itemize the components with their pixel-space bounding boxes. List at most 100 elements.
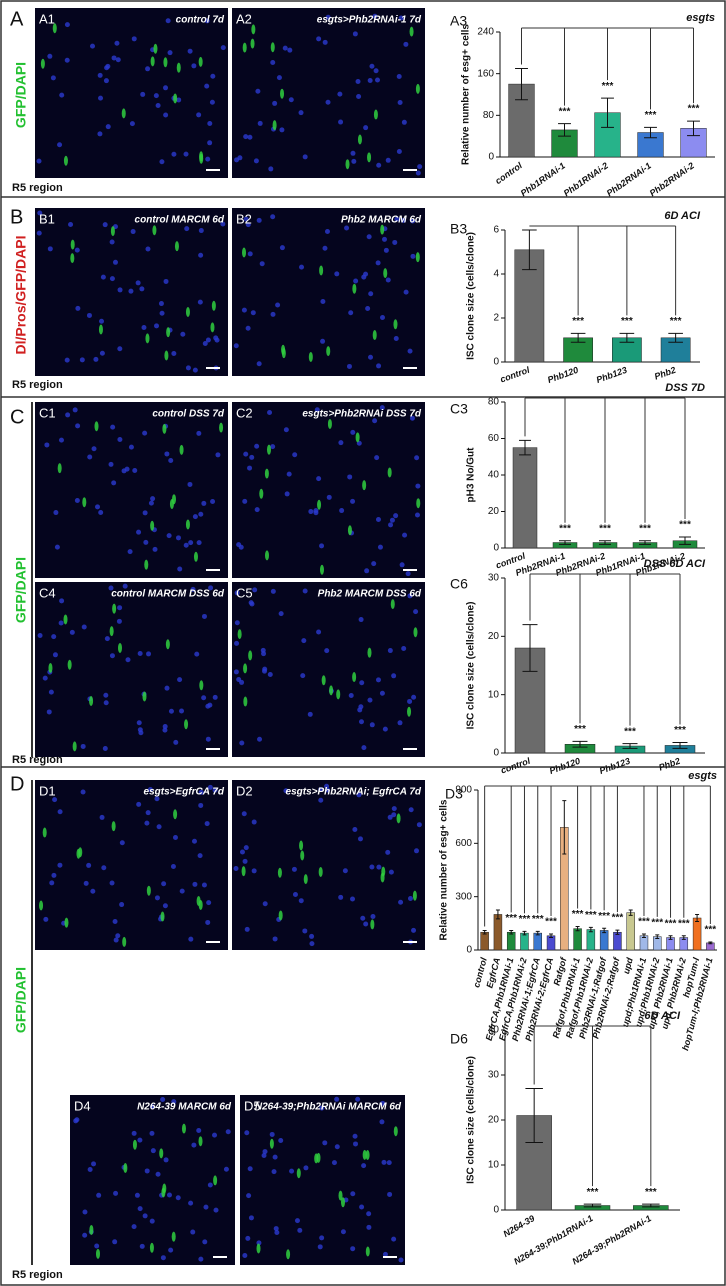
nucleus (111, 480, 117, 486)
nucleus (366, 1211, 372, 1217)
nucleus (184, 226, 190, 232)
nucleus (187, 481, 193, 487)
nucleus (408, 807, 414, 813)
chart-label: B3 (450, 221, 467, 237)
nucleus (94, 1243, 100, 1249)
nucleus (365, 306, 371, 312)
nucleus (358, 617, 364, 623)
nucleus (150, 496, 156, 502)
nucleus (213, 1207, 219, 1213)
gfp-cell (72, 741, 77, 752)
nucleus (267, 410, 273, 416)
image-label: B2 (236, 211, 252, 226)
nucleus (105, 124, 111, 130)
panel-letter: D (10, 773, 24, 795)
gfp-cell (416, 498, 421, 509)
gfp-cell (89, 1224, 94, 1235)
nucleus (202, 1239, 208, 1245)
nucleus (361, 1163, 367, 1169)
nucleus (127, 549, 133, 555)
error-bar (622, 743, 638, 749)
y-tick-label: 160 (477, 68, 494, 79)
y-tick-label: 4 (493, 269, 499, 280)
nucleus (163, 112, 169, 118)
nucleus (173, 739, 179, 745)
nucleus (140, 91, 146, 97)
nucleus (198, 1256, 204, 1262)
nucleus (162, 903, 168, 909)
gfp-cell (269, 1138, 274, 1149)
significance: *** (624, 726, 636, 737)
nucleus (190, 586, 196, 592)
gfp-cell (367, 647, 372, 658)
gfp-cell (198, 56, 203, 67)
significance: *** (705, 925, 717, 936)
nucleus (352, 31, 358, 37)
significance: *** (602, 81, 614, 92)
y-tick-label: 10 (488, 1160, 500, 1171)
nucleus (124, 466, 130, 472)
nucleus (242, 1252, 248, 1258)
nucleus (141, 324, 147, 330)
significance: *** (651, 918, 663, 929)
image-caption: control MARCM DSS 6d (111, 589, 225, 600)
nucleus (243, 845, 249, 851)
gfp-cell (316, 1152, 321, 1163)
gfp-cell (219, 422, 224, 433)
gfp-cell (42, 827, 47, 838)
nucleus (380, 1100, 386, 1106)
nucleus (245, 222, 251, 228)
gfp-cell (199, 680, 204, 691)
nucleus (244, 1130, 250, 1136)
gfp-cell (393, 1126, 398, 1137)
chart-title: esgts (686, 12, 715, 24)
gfp-cell (380, 224, 385, 235)
y-tick-label: 30 (488, 1070, 500, 1081)
region-label: R5 region (12, 379, 63, 391)
nucleus (51, 872, 57, 878)
y-tick-label: 10 (488, 689, 500, 700)
image-caption: control DSS 7d (152, 409, 225, 420)
error-bar (522, 930, 527, 936)
nucleus (205, 156, 211, 162)
nucleus (112, 919, 118, 925)
gfp-cell (265, 550, 270, 561)
error-bar (522, 624, 538, 672)
nucleus (206, 900, 212, 906)
bar (573, 928, 582, 951)
gfp-cell (63, 614, 68, 625)
nucleus (80, 743, 86, 749)
nucleus (338, 440, 344, 446)
nucleus (347, 474, 353, 480)
nucleus (98, 95, 104, 101)
nucleus (407, 593, 413, 599)
nucleus (154, 323, 160, 329)
nucleus (91, 1161, 97, 1167)
gfp-cell (94, 421, 99, 432)
image-caption: control MARCM 6d (135, 215, 225, 226)
nucleus (168, 708, 174, 714)
nucleus (109, 239, 115, 245)
gfp-cell (264, 468, 269, 479)
nucleus (243, 134, 249, 140)
nucleus (185, 365, 191, 371)
nucleus (245, 325, 251, 331)
nucleus (368, 354, 374, 360)
significance: *** (532, 914, 544, 925)
nucleus (164, 685, 170, 691)
nucleus (143, 539, 149, 545)
nucleus (320, 299, 326, 305)
nucleus (113, 937, 119, 943)
micrograph (232, 402, 425, 578)
nucleus (382, 1251, 388, 1257)
nucleus (369, 63, 375, 69)
gfp-cell (299, 840, 304, 851)
nucleus (149, 1104, 155, 1110)
y-tick-label: 60 (488, 433, 500, 444)
nucleus (114, 40, 120, 46)
nucleus (249, 454, 255, 460)
nucleus (44, 442, 50, 448)
panel-letter: A (10, 8, 24, 30)
error-bar (572, 740, 588, 748)
nucleus (324, 229, 330, 235)
